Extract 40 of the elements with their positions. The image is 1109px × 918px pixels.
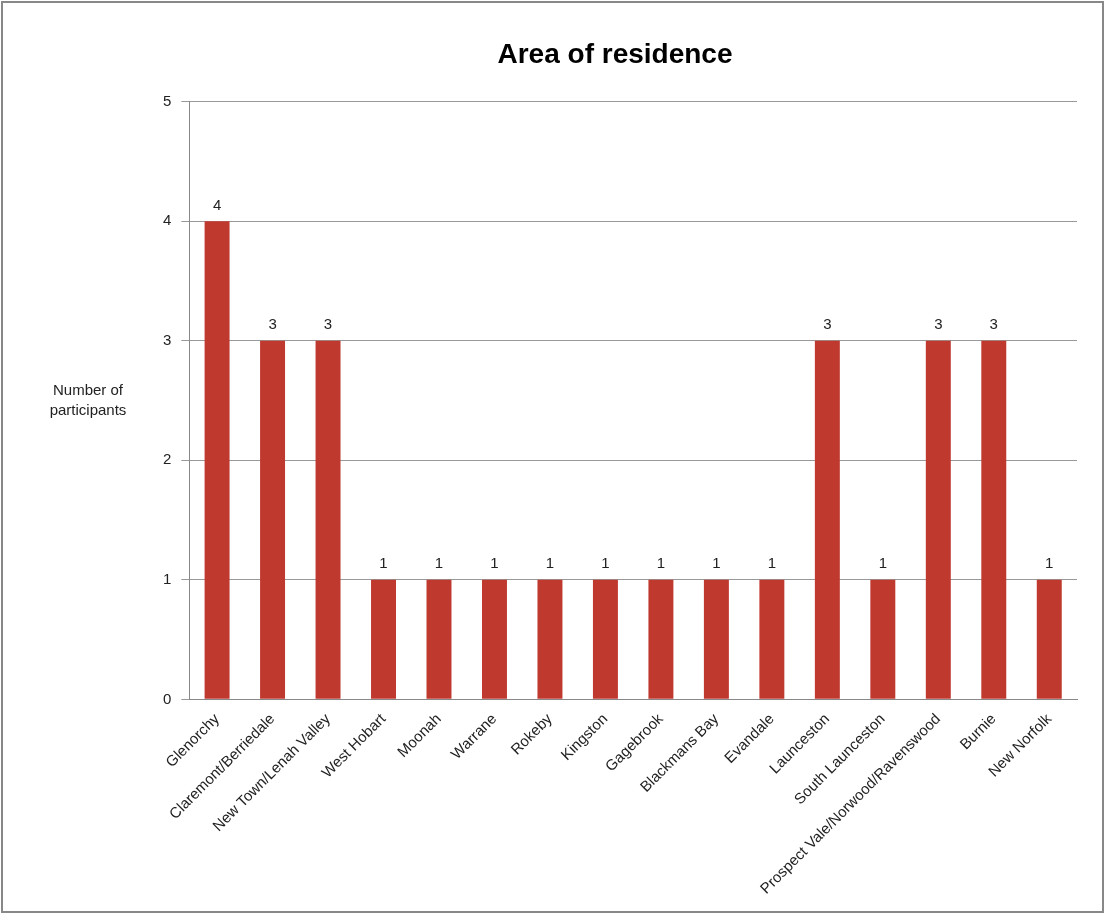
data-label: 3	[323, 315, 333, 333]
data-label: 1	[490, 554, 499, 572]
bar	[759, 579, 785, 699]
data-label: 1	[545, 554, 555, 572]
bar	[870, 579, 896, 699]
y-tick-label: 0	[163, 689, 172, 707]
bar	[981, 340, 1007, 699]
y-tick-label: 5	[163, 91, 172, 109]
data-label: 1	[1045, 554, 1054, 572]
bar	[703, 579, 729, 699]
data-label: 1	[379, 554, 388, 572]
data-label: 1	[767, 554, 777, 572]
bar	[371, 579, 396, 699]
data-label: 1	[712, 554, 721, 572]
data-label: 1	[878, 554, 887, 572]
y-tick-label: 1	[163, 569, 172, 587]
bar	[204, 221, 230, 699]
data-label: 3	[989, 315, 998, 333]
bar	[592, 579, 618, 699]
bar	[925, 340, 951, 699]
bar	[1036, 579, 1062, 699]
bar	[315, 340, 341, 699]
bar	[481, 579, 507, 699]
bar	[260, 340, 286, 699]
data-label: 3	[934, 315, 943, 333]
data-label: 1	[434, 554, 444, 572]
data-label: 1	[601, 554, 610, 572]
y-axis-title: Number of participants	[49, 380, 127, 418]
bar	[648, 579, 674, 699]
data-label: 3	[823, 315, 832, 333]
chart-title: Area of residence	[497, 37, 733, 69]
data-label: 4	[212, 195, 222, 213]
data-label: 3	[268, 315, 277, 333]
bar	[814, 340, 840, 699]
y-tick-label: 3	[163, 330, 172, 348]
data-label: 1	[656, 554, 666, 572]
y-tick-label: 2	[163, 450, 172, 468]
y-tick-label: 4	[163, 211, 172, 229]
bar	[537, 579, 563, 699]
bar	[426, 579, 452, 699]
